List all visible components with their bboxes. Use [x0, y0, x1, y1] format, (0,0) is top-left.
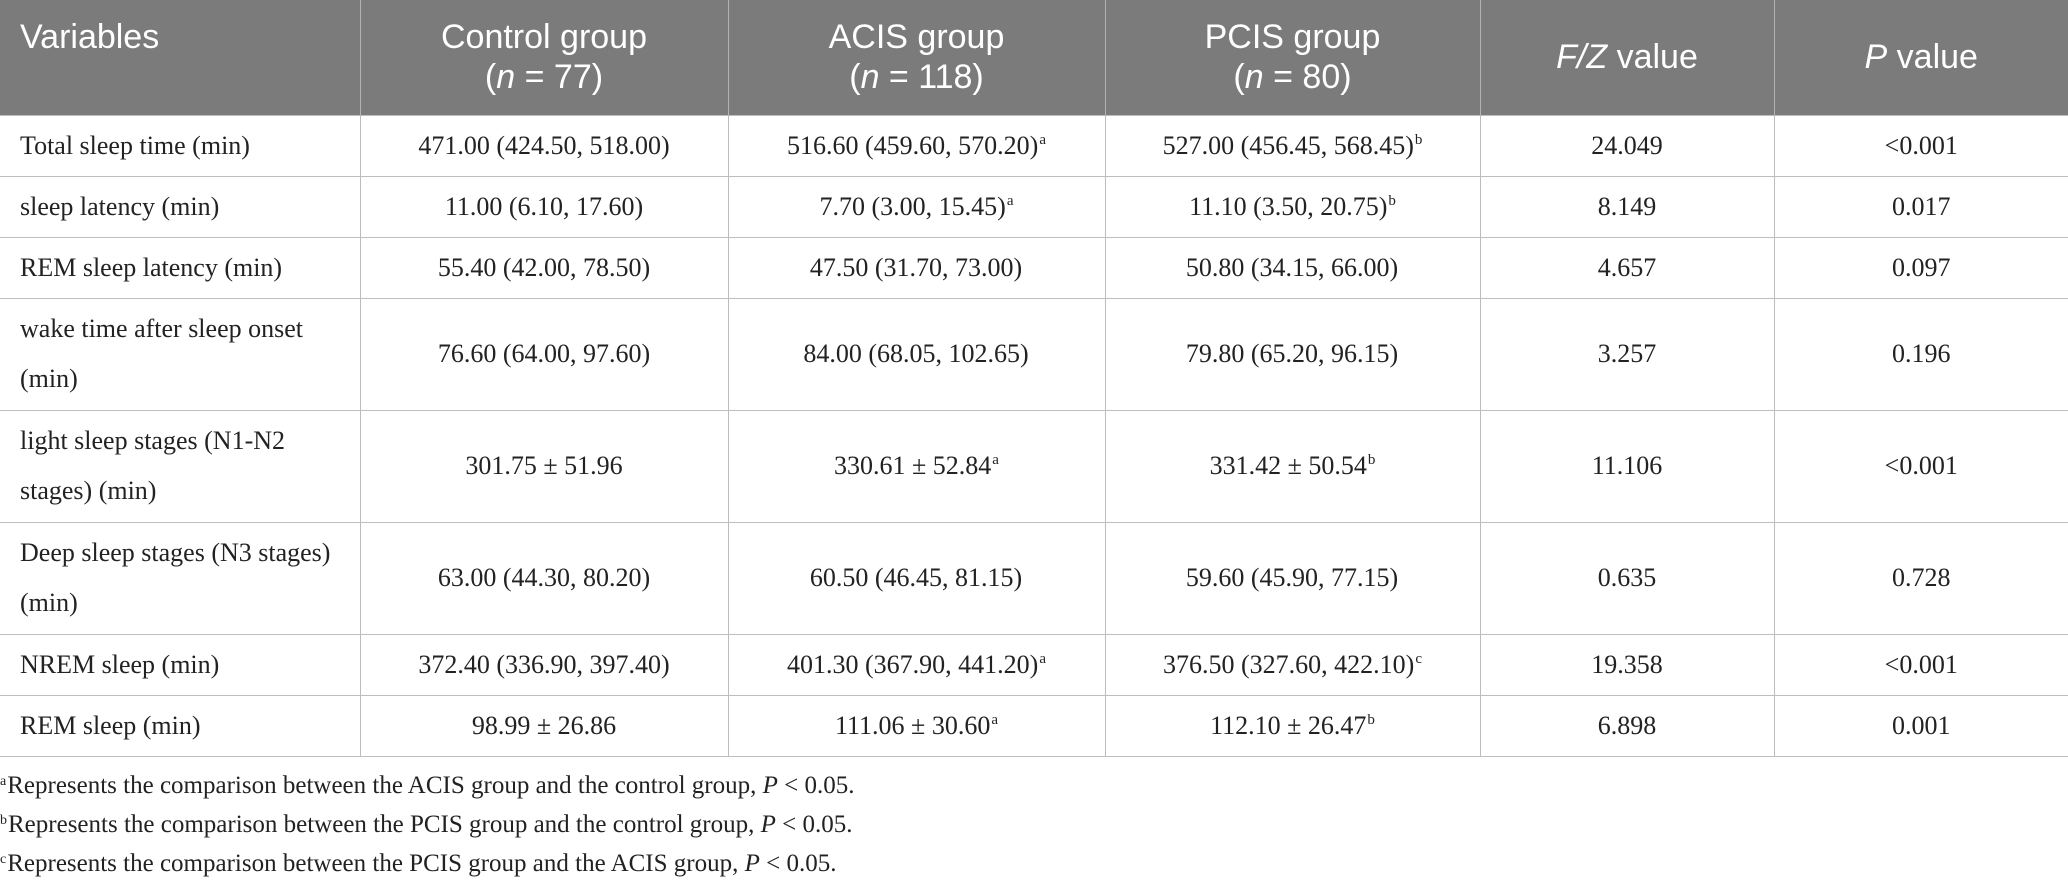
cell-variable: wake time after sleep onset (min) — [0, 297, 361, 411]
footnote-mark: a — [1039, 131, 1046, 148]
cell-pcis: 79.80 (65.20, 96.15) — [1104, 297, 1481, 411]
cell-fz: 8.149 — [1479, 175, 1775, 238]
cell-p: 0.196 — [1773, 297, 2068, 411]
cell-variable: light sleep stages (N1-N2 stages) (min) — [0, 409, 361, 523]
table-row: Deep sleep stages (N3 stages) (min) 63.0… — [0, 521, 2068, 635]
table-row: REM sleep latency (min) 55.40 (42.00, 78… — [0, 236, 2068, 299]
table-footnotes: aRepresents the comparison between the A… — [0, 766, 855, 883]
cell-pcis: 11.10 (3.50, 20.75)b — [1104, 175, 1481, 238]
header-p-value: P value — [1773, 0, 2068, 115]
table-row: Total sleep time (min) 471.00 (424.50, 5… — [0, 114, 2068, 177]
table-row: wake time after sleep onset (min) 76.60 … — [0, 297, 2068, 411]
header-variables: Variables — [0, 0, 360, 115]
cell-p: 0.001 — [1773, 694, 2068, 757]
header-fz-value: F/Z value — [1479, 0, 1774, 115]
cell-variable: sleep latency (min) — [0, 175, 361, 238]
table-row: NREM sleep (min) 372.40 (336.90, 397.40)… — [0, 633, 2068, 696]
cell-acis: 84.00 (68.05, 102.65) — [727, 297, 1106, 411]
cell-control: 301.75 ± 51.96 — [359, 409, 729, 523]
header-acis-group: ACIS group (n = 118) — [727, 0, 1105, 115]
cell-control: 11.00 (6.10, 17.60) — [359, 175, 729, 238]
cell-acis: 330.61 ± 52.84a — [727, 409, 1106, 523]
header-control-group: Control group (n = 77) — [359, 0, 728, 115]
cell-acis: 401.30 (367.90, 441.20)a — [727, 633, 1106, 696]
cell-pcis: 112.10 ± 26.47b — [1104, 694, 1481, 757]
cell-acis: 60.50 (46.45, 81.15) — [727, 521, 1106, 635]
cell-acis: 7.70 (3.00, 15.45)a — [727, 175, 1106, 238]
table-row: REM sleep (min) 98.99 ± 26.86 111.06 ± 3… — [0, 694, 2068, 757]
cell-control: 63.00 (44.30, 80.20) — [359, 521, 729, 635]
cell-acis: 516.60 (459.60, 570.20)a — [727, 114, 1106, 177]
cell-p: 0.097 — [1773, 236, 2068, 299]
cell-variable: Deep sleep stages (N3 stages) (min) — [0, 521, 361, 635]
cell-pcis: 331.42 ± 50.54b — [1104, 409, 1481, 523]
footnote-mark: a — [991, 711, 998, 728]
cell-acis: 111.06 ± 30.60a — [727, 694, 1106, 757]
footnote-mark: b — [1414, 131, 1423, 148]
cell-pcis: 50.80 (34.15, 66.00) — [1104, 236, 1481, 299]
cell-p: <0.001 — [1773, 409, 2068, 523]
cell-control: 76.60 (64.00, 97.60) — [359, 297, 729, 411]
table-body: Total sleep time (min) 471.00 (424.50, 5… — [0, 114, 2068, 757]
footnote-mark: a — [992, 452, 999, 468]
footnote-mark: a — [1006, 192, 1014, 209]
footnote: aRepresents the comparison between the A… — [0, 772, 855, 799]
data-table-container: Variables Control group (n = 77) ACIS gr… — [0, 0, 2068, 757]
footnote-mark: b — [1367, 452, 1376, 468]
cell-variable: NREM sleep (min) — [0, 633, 361, 696]
cell-pcis: 376.50 (327.60, 422.10)c — [1104, 633, 1481, 696]
cell-fz: 4.657 — [1479, 236, 1775, 299]
cell-p: <0.001 — [1773, 633, 2068, 696]
cell-p: 0.728 — [1773, 521, 2068, 635]
table-row: light sleep stages (N1-N2 stages) (min) … — [0, 409, 2068, 523]
cell-variable: REM sleep latency (min) — [0, 236, 361, 299]
cell-fz: 19.358 — [1479, 633, 1775, 696]
cell-p: <0.001 — [1773, 114, 2068, 177]
table-header: Variables Control group (n = 77) ACIS gr… — [0, 0, 2068, 115]
cell-control: 55.40 (42.00, 78.50) — [359, 236, 729, 299]
cell-pcis: 59.60 (45.90, 77.15) — [1104, 521, 1481, 635]
cell-fz: 3.257 — [1479, 297, 1775, 411]
footnote-mark: b — [1367, 711, 1375, 728]
footnote: bRepresents the comparison between the P… — [0, 811, 853, 838]
cell-control: 372.40 (336.90, 397.40) — [359, 633, 729, 696]
cell-variable: Total sleep time (min) — [0, 114, 361, 177]
cell-pcis: 527.00 (456.45, 568.45)b — [1104, 114, 1481, 177]
footnote-mark: c — [1415, 650, 1422, 667]
sleep-parameters-table: Variables Control group (n = 77) ACIS gr… — [0, 0, 2068, 757]
table-row: sleep latency (min) 11.00 (6.10, 17.60) … — [0, 175, 2068, 238]
header-row: Variables Control group (n = 77) ACIS gr… — [0, 0, 2068, 115]
footnote: cRepresents the comparison between the P… — [0, 850, 837, 877]
footnote-mark: a — [1039, 650, 1046, 667]
cell-fz: 24.049 — [1479, 114, 1775, 177]
cell-p: 0.017 — [1773, 175, 2068, 238]
cell-control: 98.99 ± 26.86 — [359, 694, 729, 757]
cell-fz: 6.898 — [1479, 694, 1775, 757]
header-pcis-group: PCIS group (n = 80) — [1104, 0, 1480, 115]
cell-fz: 0.635 — [1479, 521, 1775, 635]
cell-acis: 47.50 (31.70, 73.00) — [727, 236, 1106, 299]
cell-variable: REM sleep (min) — [0, 694, 361, 757]
footnote-mark: b — [1388, 192, 1396, 209]
cell-control: 471.00 (424.50, 518.00) — [359, 114, 729, 177]
cell-fz: 11.106 — [1479, 409, 1775, 523]
